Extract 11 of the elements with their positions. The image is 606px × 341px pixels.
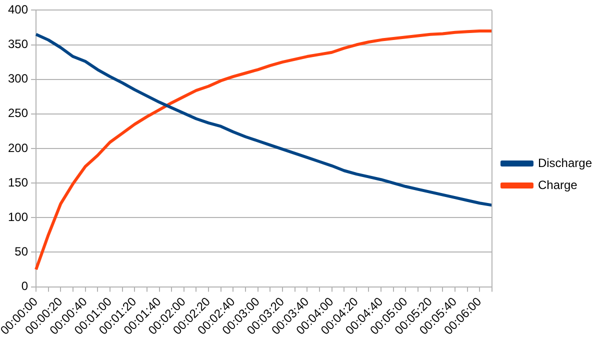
y-tick-label: 300 [8,72,28,86]
legend-label: Charge [538,178,578,192]
y-tick-label: 50 [14,244,28,259]
y-tick-label: 400 [8,2,28,17]
y-tick-label: 0 [21,279,28,294]
y-tick-label: 100 [8,210,28,224]
y-tick-label: 200 [8,140,28,155]
y-tick-label: 250 [8,106,28,120]
legend-label: Discharge [538,156,592,170]
y-tick-label: 150 [8,175,28,190]
y-tick-label: 350 [8,37,28,52]
